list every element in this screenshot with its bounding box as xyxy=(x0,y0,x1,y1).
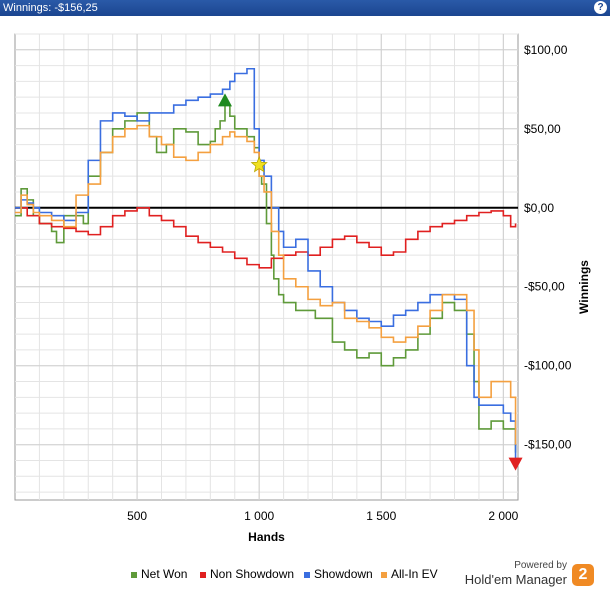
y-tick-label: -$50,00 xyxy=(524,280,565,294)
legend-swatch xyxy=(131,572,137,578)
series-line-non-showdown xyxy=(15,206,517,269)
x-tick-label: 1 500 xyxy=(366,509,396,523)
y-axis-label: Winnings xyxy=(577,260,591,314)
title-bar: Winnings: -$156,25 ? xyxy=(0,0,610,16)
hem-logo-icon: 2 xyxy=(572,564,594,586)
powered-by-label: Powered by xyxy=(514,560,567,571)
series-line-showdown xyxy=(15,67,517,461)
x-axis-label: Hands xyxy=(248,530,285,544)
y-tick-label: -$100,00 xyxy=(524,359,572,373)
series-line-all-in-ev xyxy=(15,124,517,445)
legend-swatch xyxy=(381,572,387,578)
y-tick-label: $100,00 xyxy=(524,43,568,57)
legend-label: All-In EV xyxy=(391,567,438,581)
star-marker-icon xyxy=(250,156,268,173)
legend-label: Net Won xyxy=(141,567,187,581)
y-tick-label: $50,00 xyxy=(524,122,561,136)
legend-swatch xyxy=(304,572,310,578)
max-marker-icon xyxy=(217,93,232,107)
x-tick-label: 2 000 xyxy=(488,509,518,523)
min-marker-icon xyxy=(508,457,523,471)
x-tick-label: 500 xyxy=(127,509,147,523)
powered-by-branding: Powered by Hold'em Manager 2 xyxy=(465,560,602,590)
product-name: Hold'em Manager xyxy=(464,572,567,587)
legend-label: Non Showdown xyxy=(210,567,294,581)
question-icon[interactable]: ? xyxy=(594,1,607,14)
window-title: Winnings: -$156,25 xyxy=(3,2,98,14)
legend-swatch xyxy=(200,572,206,578)
legend-label: Showdown xyxy=(314,567,373,581)
y-tick-label: $0,00 xyxy=(524,201,554,215)
x-tick-label: 1 000 xyxy=(244,509,274,523)
y-tick-label: -$150,00 xyxy=(524,438,572,452)
